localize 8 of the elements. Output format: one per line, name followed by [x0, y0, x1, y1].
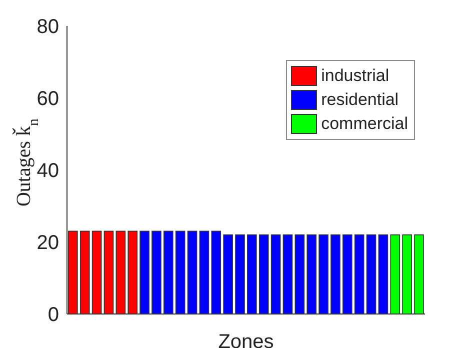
legend-label: residential — [321, 89, 399, 111]
y-tick-label: 20 — [36, 232, 59, 254]
y-tick-label: 0 — [48, 304, 59, 326]
legend-label: commercial — [321, 113, 408, 135]
y-tick-label: 80 — [36, 16, 59, 38]
x-axis-title: Zones — [218, 331, 274, 353]
y-tick-label: 60 — [36, 88, 59, 110]
legend-label: industrial — [321, 65, 390, 87]
